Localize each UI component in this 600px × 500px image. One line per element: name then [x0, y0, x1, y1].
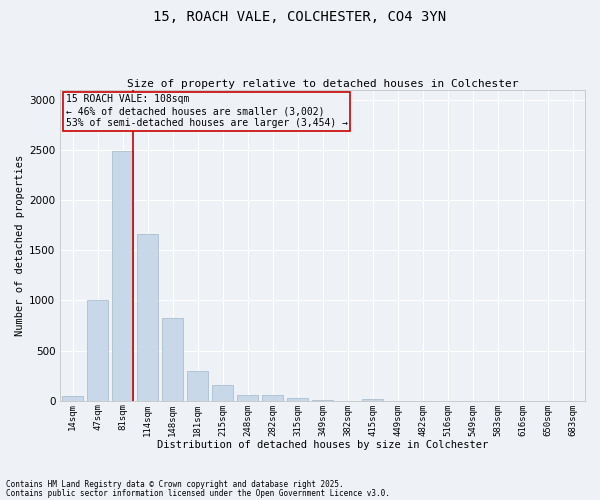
Bar — [137, 234, 158, 401]
Text: Contains HM Land Registry data © Crown copyright and database right 2025.: Contains HM Land Registry data © Crown c… — [6, 480, 344, 489]
Text: Contains public sector information licensed under the Open Government Licence v3: Contains public sector information licen… — [6, 488, 390, 498]
Bar — [362, 399, 383, 401]
Text: 15, ROACH VALE, COLCHESTER, CO4 3YN: 15, ROACH VALE, COLCHESTER, CO4 3YN — [154, 10, 446, 24]
Text: 15 ROACH VALE: 108sqm
← 46% of detached houses are smaller (3,002)
53% of semi-d: 15 ROACH VALE: 108sqm ← 46% of detached … — [65, 94, 347, 128]
Bar — [262, 396, 283, 401]
X-axis label: Distribution of detached houses by size in Colchester: Distribution of detached houses by size … — [157, 440, 488, 450]
Bar — [312, 400, 333, 401]
Bar — [212, 386, 233, 401]
Bar — [162, 318, 184, 401]
Bar — [237, 396, 258, 401]
Y-axis label: Number of detached properties: Number of detached properties — [15, 154, 25, 336]
Bar — [62, 396, 83, 401]
Title: Size of property relative to detached houses in Colchester: Size of property relative to detached ho… — [127, 79, 518, 89]
Bar — [287, 398, 308, 401]
Bar — [87, 300, 109, 401]
Bar — [187, 371, 208, 401]
Bar — [112, 151, 133, 401]
